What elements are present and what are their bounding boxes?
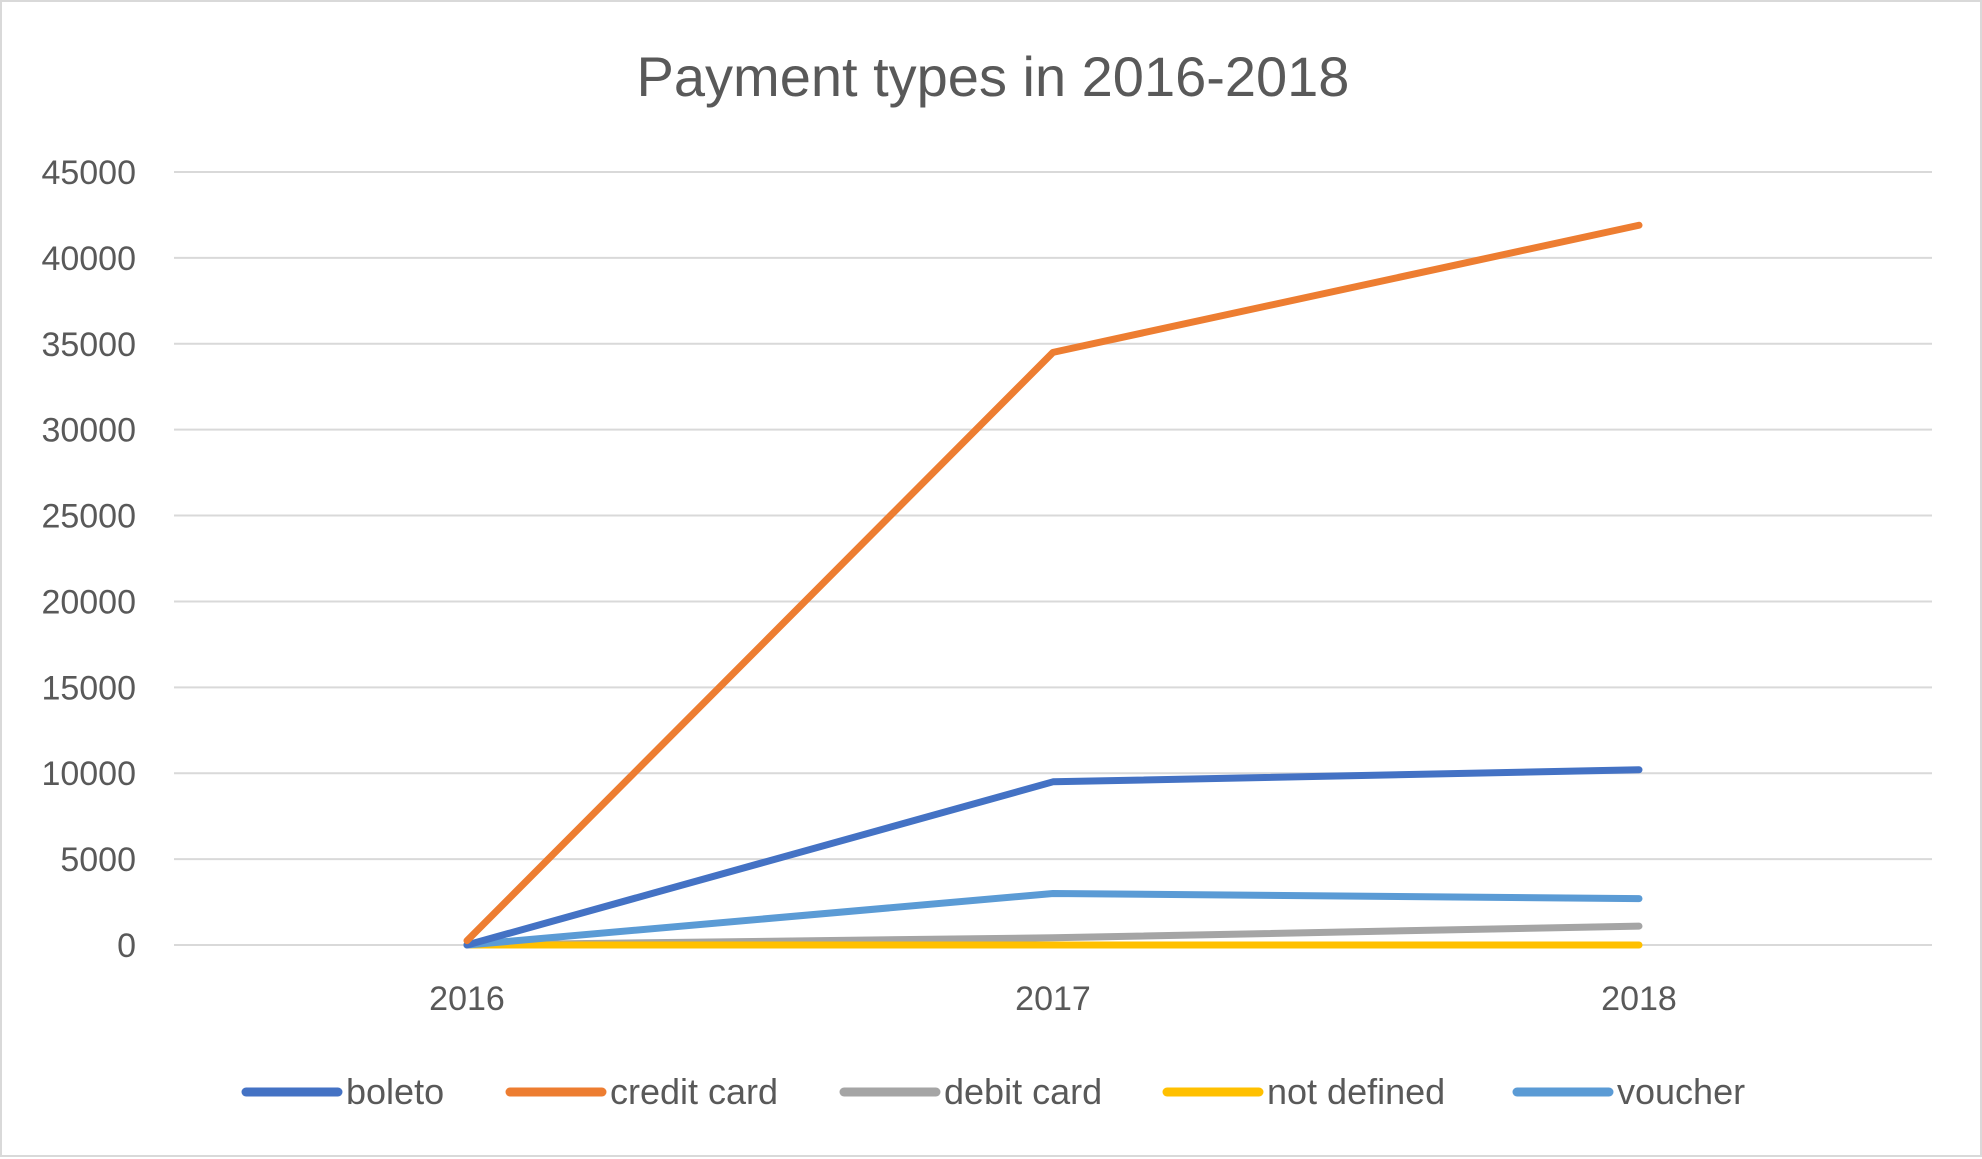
series-line-boleto <box>463 766 1643 949</box>
legend: boleto credit card debit card not defined vo… <box>241 1071 1745 1112</box>
x-axis-labels: 2016 2017 2018 <box>429 980 1677 1018</box>
y-tick-label: 5000 <box>60 841 136 879</box>
legend-label: boleto <box>346 1071 444 1112</box>
series-line-credit-card <box>463 221 1643 945</box>
x-tick-label: 2016 <box>429 980 505 1018</box>
series-line-voucher <box>463 889 1643 949</box>
legend-label: not defined <box>1267 1071 1445 1112</box>
y-tick-label: 35000 <box>41 326 136 364</box>
y-axis-labels: 0 5000 10000 15000 20000 25000 30000 35000 40000… <box>41 154 136 965</box>
y-tick-label: 40000 <box>41 240 136 278</box>
y-tick-label: 30000 <box>41 412 136 450</box>
legend-label: voucher <box>1617 1071 1745 1112</box>
series-lines <box>463 221 1643 949</box>
legend-label: credit card <box>610 1071 778 1112</box>
y-tick-label: 10000 <box>41 755 136 793</box>
legend-label: debit card <box>944 1071 1102 1112</box>
chart-title: Payment types in 2016-2018 <box>637 45 1350 108</box>
y-tick-label: 45000 <box>41 154 136 192</box>
gridlines <box>174 171 1932 946</box>
y-tick-label: 20000 <box>41 583 136 621</box>
x-tick-label: 2018 <box>1601 980 1677 1018</box>
y-tick-label: 0 <box>117 927 136 965</box>
y-tick-label: 25000 <box>41 498 136 536</box>
y-tick-label: 15000 <box>41 669 136 707</box>
x-tick-label: 2017 <box>1015 980 1091 1018</box>
